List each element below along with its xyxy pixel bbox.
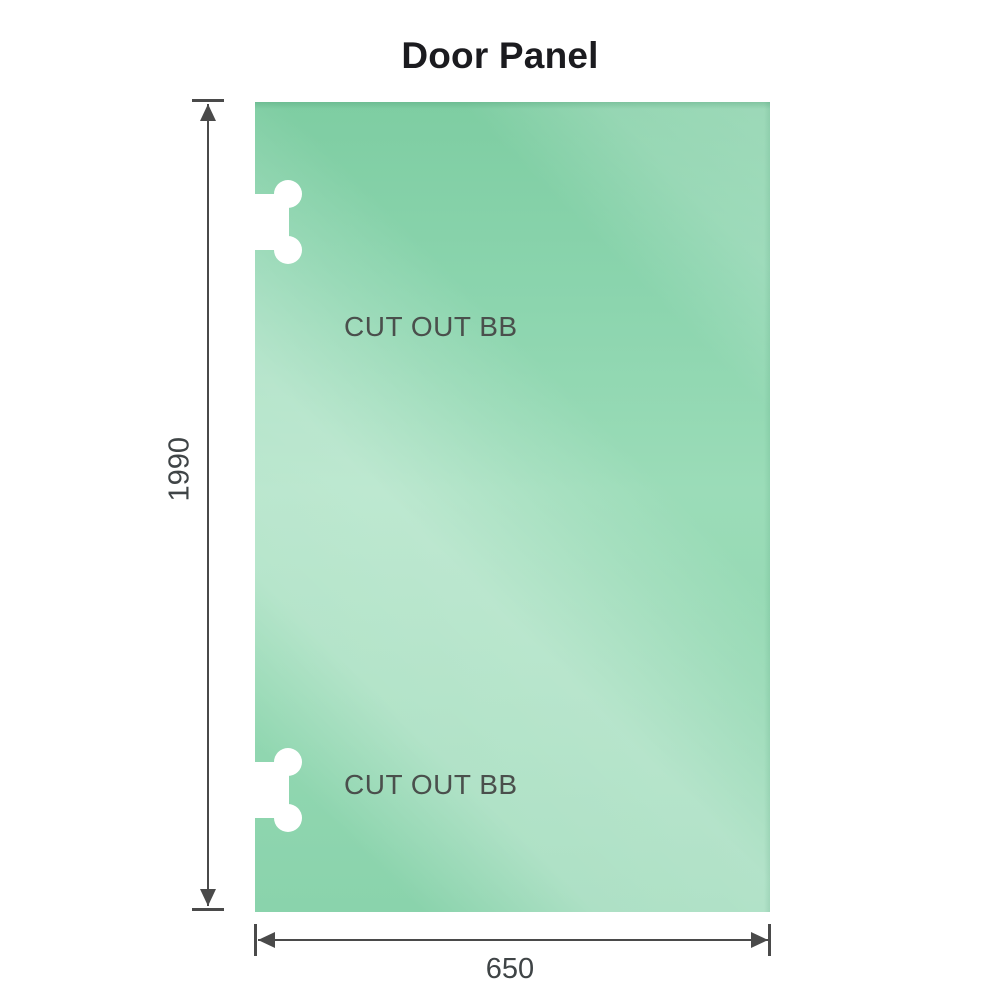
page-title: Door Panel (401, 35, 599, 76)
cutout-upper-lobe-bottom (274, 236, 302, 264)
cutout-lower-lobe-top (274, 748, 302, 776)
height-arrow-up-icon (200, 104, 216, 121)
height-arrow-down-icon (200, 889, 216, 906)
glass-reflection-streaks (255, 102, 770, 912)
width-dimension-tick-left (254, 924, 257, 956)
glass-top-edge (255, 102, 770, 109)
width-dimension-tick-right (768, 924, 771, 956)
cutout-upper-label: CUT OUT BB (344, 311, 518, 342)
cutout-lower (255, 748, 302, 832)
width-dimension-label: 650 (485, 953, 535, 985)
glass-right-edge (764, 102, 770, 912)
cutout-upper-lobe-top (274, 180, 302, 208)
width-arrow-right-icon (751, 932, 768, 948)
cutout-lower-lobe-bottom (274, 804, 302, 832)
width-dimension-line (258, 939, 768, 941)
height-dimension-line (207, 104, 209, 906)
cutout-lower-label: CUT OUT BB (344, 769, 518, 800)
height-dimension-tick-bottom (192, 908, 224, 911)
cutout-upper (255, 180, 302, 264)
width-arrow-left-icon (258, 932, 275, 948)
height-dimension-label: 1990 (163, 436, 196, 502)
glass-base-fill (255, 102, 770, 912)
door-panel-glass: CUT OUT BB CUT OUT BB (255, 102, 770, 912)
height-dimension-tick-top (192, 99, 224, 102)
